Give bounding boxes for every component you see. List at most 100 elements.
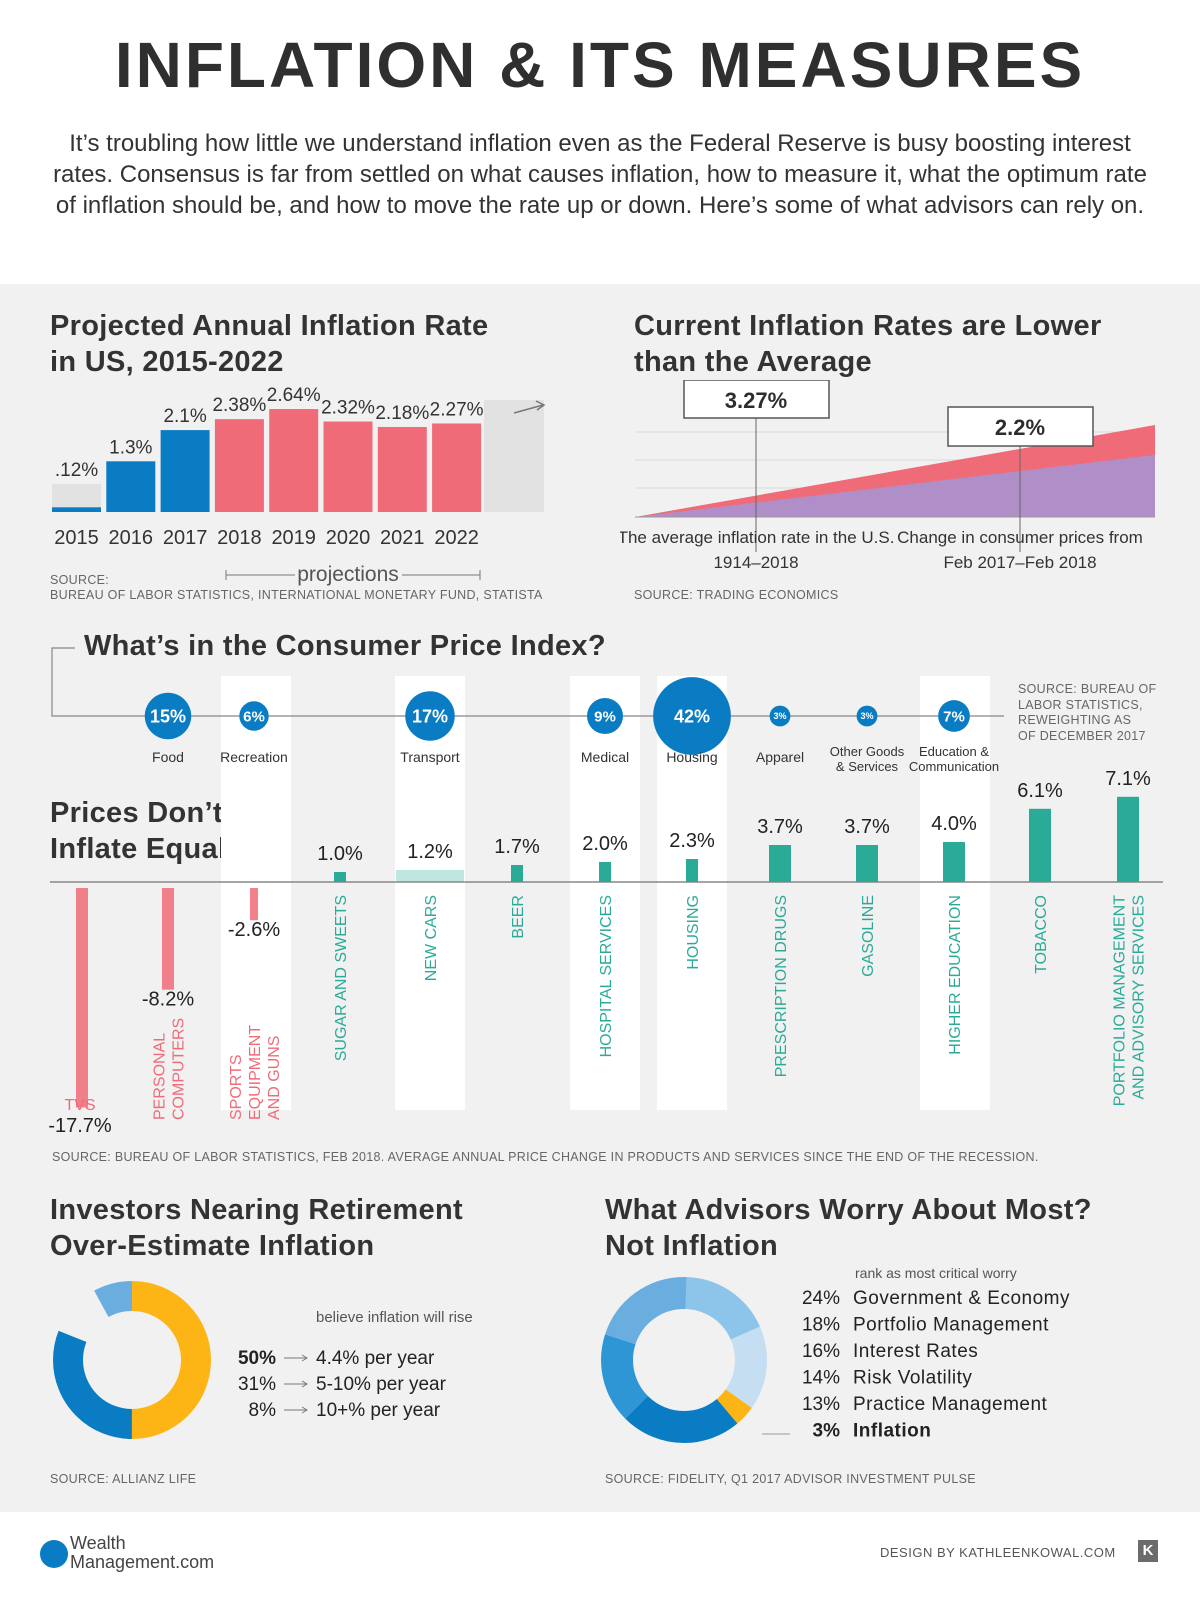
- negative-bar-0: [76, 888, 88, 1108]
- x-tick-2020: 2020: [326, 527, 371, 549]
- prices-title-line1: Prices Don’t: [50, 797, 223, 829]
- positive-bar-7: [686, 859, 698, 882]
- category-label-9: GASOLINE: [860, 895, 877, 977]
- negative-bar-2: [250, 888, 258, 921]
- category-label-5: BEER: [510, 895, 527, 939]
- bar-2015: [52, 507, 101, 512]
- current-title: Current Inflation Rates are Lower than t…: [634, 308, 1102, 380]
- advisors-pct-4: 13%: [802, 1394, 840, 1415]
- projections-label: projections: [297, 563, 399, 586]
- category-label-8: PRESCRIPTION DRUGS: [773, 895, 790, 1077]
- price-change-0: -17.7%: [48, 1115, 112, 1137]
- projected-inflation-chart: .12% 2015 1.3% 2016 2.1% 2017 2.38% 2018 2.64% 20…: [52, 385, 546, 586]
- category-label-10: HIGHER EDUCATION: [947, 895, 964, 1055]
- current-caption-2: Feb 2017–Feb 2018: [943, 553, 1096, 572]
- logo-line1: Wealth: [70, 1533, 126, 1553]
- current-rate-box: [947, 406, 1094, 447]
- cpi-connector-line: [51, 647, 1004, 717]
- price-change-7: 2.3%: [669, 830, 715, 852]
- cpi-label-7-b: Communication: [909, 759, 999, 774]
- cpi-highlight-column-1: [395, 676, 465, 1110]
- positive-bar-4: [396, 870, 464, 882]
- prices-title: Prices Don’t Inflate Equally: [50, 795, 251, 867]
- category-label-2-0: SPORTS: [228, 1055, 245, 1121]
- positive-bar-9: [856, 845, 878, 882]
- investors-arrowhead-1: [301, 1380, 308, 1388]
- price-change-11: 6.1%: [1017, 780, 1063, 802]
- positive-bar-6: [599, 862, 611, 882]
- cpi-bubble-value-7: 7%: [943, 708, 965, 725]
- projection-continuation-bar: [484, 400, 544, 512]
- value-label-2018: 2.38%: [212, 395, 266, 416]
- positive-bar-12: [1117, 796, 1139, 882]
- prices-title-line2: Inflate Equally: [50, 833, 252, 865]
- value-label-2015: .12%: [55, 460, 98, 481]
- value-label-2021: 2.18%: [375, 403, 429, 424]
- investors-title-line2: Over-Estimate Inflation: [50, 1230, 375, 1262]
- advisors-source: SOURCE: FIDELITY, Q1 2017 ADVISOR INVEST…: [605, 1472, 976, 1486]
- positive-bar-5: [511, 865, 523, 882]
- cpi-bubble-value-3: 9%: [594, 708, 616, 725]
- advisors-title: What Advisors Worry About Most? Not Infl…: [605, 1192, 1092, 1264]
- investors-note: believe inflation will rise: [316, 1309, 473, 1326]
- price-change-10: 4.0%: [931, 813, 977, 835]
- positive-bar-3: [334, 872, 346, 882]
- cpi-and-price-change-chart: 15% Food 6% Recreation 17% Transport 9% Medical…: [48, 647, 1163, 1137]
- x-tick-2022: 2022: [434, 527, 479, 549]
- investors-source: SOURCE: ALLIANZ LIFE: [50, 1472, 197, 1486]
- category-label-1-0: PERSONAL: [152, 1033, 169, 1120]
- intro-text: It’s troubling how little we understand …: [53, 130, 1147, 219]
- bar-2021: [377, 426, 427, 512]
- cpi-label-7-a: Education &: [919, 744, 989, 759]
- cpi-title: What’s in the Consumer Price Index?: [84, 630, 606, 662]
- advisors-note: rank as most critical worry: [855, 1265, 1017, 1281]
- advisors-pct-0: 24%: [802, 1288, 840, 1309]
- cpi-label-3: Medical: [581, 749, 629, 765]
- x-tick-2017: 2017: [163, 527, 208, 549]
- investors-title: Investors Nearing Retirement Over-Estima…: [50, 1192, 463, 1264]
- advisors-label-1: Portfolio Management: [853, 1315, 1049, 1336]
- average-caption-1: The average inflation rate in the U.S.: [620, 528, 894, 547]
- x-tick-2018: 2018: [217, 527, 262, 549]
- category-label-12-1: AND ADVISORY SERVICES: [1131, 895, 1148, 1100]
- current-rate-area: [635, 455, 1155, 517]
- cpi-bubble-value-1: 6%: [243, 708, 265, 725]
- category-label-0: TVS: [64, 1097, 95, 1114]
- cpi-bubble-4: [653, 677, 731, 755]
- designer-logo-icon: K: [1138, 1540, 1158, 1562]
- investors-title-line1: Investors Nearing Retirement: [50, 1194, 463, 1226]
- category-label-6: HOSPITAL SERVICES: [598, 895, 615, 1057]
- current-title-line2: than the Average: [634, 346, 872, 378]
- cpi-bubble-0: [144, 692, 192, 740]
- investors-label-1: 5-10% per year: [316, 1374, 447, 1395]
- category-label-2-1: EQUIPMENT: [247, 1025, 264, 1120]
- value-label-2016: 1.3%: [109, 437, 152, 458]
- investors-pct-2: 8%: [249, 1400, 277, 1421]
- advisors-donut-segment-1: [601, 1277, 767, 1443]
- advisors-title-line2: Not Inflation: [605, 1230, 779, 1262]
- x-tick-2015: 2015: [54, 527, 99, 549]
- advisors-label-3: Risk Volatility: [853, 1368, 972, 1389]
- price-change-4: 1.2%: [407, 841, 453, 863]
- cpi-label-5: Apparel: [756, 749, 804, 765]
- price-change-5: 1.7%: [494, 836, 540, 858]
- prices-source: SOURCE: BUREAU OF LABOR STATISTICS, FEB …: [52, 1150, 1039, 1164]
- cpi-bubble-5: [769, 705, 791, 727]
- design-credit[interactable]: DESIGN BY KATHLEENKOWAL.COM: [880, 1545, 1116, 1560]
- investors-label-0: 4.4% per year: [316, 1348, 435, 1369]
- advisors-pct-3: 14%: [802, 1368, 840, 1389]
- bar-2017: [160, 430, 210, 512]
- cpi-source-line4: OF DECEMBER 2017: [1018, 728, 1146, 743]
- wealth-management-logo[interactable]: Wealth Management.com: [70, 1534, 214, 1572]
- projected-source-label: SOURCE:: [50, 573, 110, 587]
- investors-label-2: 10+% per year: [316, 1400, 441, 1421]
- page-title: INFLATION & ITS MEASURES: [114, 29, 1086, 101]
- price-change-1: -8.2%: [142, 989, 194, 1011]
- cpi-bubble-6: [856, 705, 878, 727]
- footer: [0, 1512, 1200, 1600]
- advisors-label-4: Practice Management: [853, 1394, 1048, 1415]
- projected-title-line1: Projected Annual Inflation Rate: [50, 310, 489, 342]
- cpi-bubble-value-5: 3%: [773, 711, 786, 721]
- advisors-donut-segment-4: [601, 1277, 767, 1443]
- projected-title-line2: in US, 2015-2022: [50, 346, 284, 378]
